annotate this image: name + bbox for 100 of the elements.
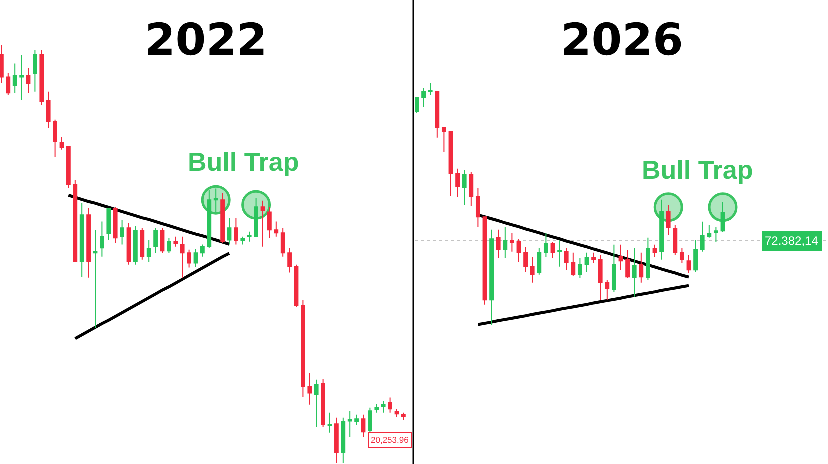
candlestick	[428, 82, 433, 96]
candlestick	[341, 417, 346, 464]
candlestick	[100, 221, 104, 258]
candlestick	[134, 225, 138, 266]
candlestick	[334, 417, 339, 464]
candlestick	[462, 170, 467, 206]
candlestick	[544, 232, 548, 258]
candlestick	[694, 240, 698, 272]
candlestick	[354, 414, 359, 426]
candlestick	[26, 67, 31, 94]
candlestick	[374, 404, 380, 414]
candlestick	[66, 146, 71, 188]
candlestick	[214, 188, 218, 213]
candlestick	[415, 96, 420, 114]
candlestick	[666, 204, 671, 236]
candlestick	[435, 91, 440, 138]
candlestick	[348, 410, 352, 438]
candlestick	[220, 192, 225, 244]
candlestick	[314, 379, 319, 428]
candlestick	[530, 256, 535, 284]
candlestick	[442, 126, 446, 152]
candlestick	[564, 248, 569, 271]
candlestick	[720, 202, 726, 233]
candlestick	[558, 240, 562, 268]
candlestick	[707, 224, 712, 238]
candlestick	[180, 236, 185, 278]
candlestick	[660, 199, 664, 260]
candlestick	[227, 218, 232, 246]
candlestick	[510, 232, 514, 252]
candlestick	[584, 252, 590, 272]
candlestick	[592, 252, 596, 264]
candlestick	[106, 208, 112, 241]
candlestick	[578, 257, 582, 279]
candlestick	[46, 91, 51, 129]
candlestick	[288, 248, 292, 274]
candlestick	[254, 197, 258, 238]
candlestick	[140, 228, 145, 260]
candlestick	[60, 136, 64, 150]
candlestick	[280, 228, 286, 258]
candlestick	[268, 206, 272, 239]
candlestick	[598, 254, 603, 301]
candlestick	[174, 236, 178, 248]
text: 72.382,14	[765, 234, 819, 248]
annotation: Bull Trap	[188, 147, 300, 177]
candlestick	[537, 248, 542, 276]
candlestick	[700, 221, 705, 252]
candlestick	[194, 248, 198, 268]
candlestick	[422, 88, 426, 108]
candlestick	[154, 228, 158, 254]
candlestick	[652, 244, 658, 258]
candlestick	[618, 244, 624, 271]
candlestick	[328, 412, 332, 434]
candlestick	[301, 299, 306, 398]
candlestick	[605, 279, 610, 301]
candlestick	[6, 72, 11, 96]
candlestick	[388, 397, 392, 414]
annotation: Bull Trap	[642, 155, 754, 185]
candlestick	[476, 188, 480, 228]
candlestick	[207, 190, 212, 249]
candlestick	[469, 172, 474, 206]
candlestick	[240, 236, 246, 246]
candlestick	[12, 63, 18, 94]
candlestick	[234, 218, 238, 246]
candlestick	[73, 180, 78, 262]
candlestick	[126, 222, 132, 266]
candlestick	[146, 240, 152, 262]
candlestick	[646, 237, 650, 280]
candlestick	[673, 224, 678, 256]
candlestick	[361, 414, 366, 438]
candlestick	[626, 249, 630, 279]
candlestick	[639, 252, 644, 284]
candlestick	[394, 408, 400, 418]
candlestick	[120, 220, 124, 246]
candlestick	[308, 372, 312, 406]
candlestick	[612, 244, 616, 293]
candlestick	[490, 229, 494, 326]
candlestick	[686, 254, 692, 274]
candlestick	[496, 229, 501, 258]
candlestick	[714, 226, 718, 242]
candlestick	[680, 248, 684, 264]
annotation: 20,253.96	[371, 435, 410, 445]
candlestick	[113, 206, 118, 244]
candlestick	[456, 168, 460, 198]
candlestick	[93, 230, 98, 328]
candlestick	[524, 246, 528, 272]
candlestick	[368, 407, 372, 433]
candlestick	[260, 200, 266, 248]
candlestick	[160, 228, 165, 254]
candlestick	[550, 241, 556, 258]
candlestick	[86, 208, 91, 278]
candlestick	[571, 252, 576, 277]
candlestick	[33, 50, 38, 92]
candlestick	[448, 131, 454, 197]
candlestick	[40, 50, 44, 106]
candlestick	[381, 400, 386, 414]
candlestick	[516, 238, 522, 263]
candlestick	[402, 412, 406, 420]
candlestick	[321, 378, 326, 428]
candlestick	[20, 54, 24, 101]
candlestick	[503, 226, 508, 258]
